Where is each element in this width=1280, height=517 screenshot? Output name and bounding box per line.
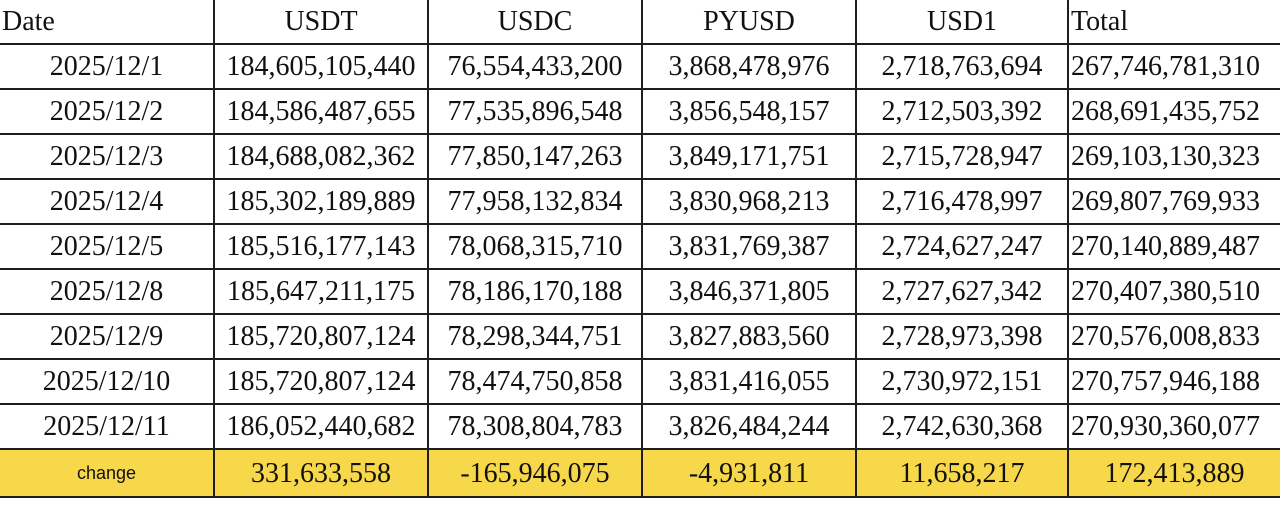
usdt-cell[interactable]: 185,720,807,124	[213, 313, 429, 360]
change-row: change 331,633,558 -165,946,075 -4,931,8…	[0, 448, 1280, 498]
date-cell[interactable]: 2025/12/8	[0, 268, 215, 315]
total-cell[interactable]: 270,930,360,077	[1067, 403, 1280, 450]
usd1-cell[interactable]: 2,718,763,694	[855, 43, 1069, 90]
date-cell[interactable]: 2025/12/4	[0, 178, 215, 225]
usd1-cell[interactable]: 2,728,973,398	[855, 313, 1069, 360]
usd1-cell[interactable]: 2,730,972,151	[855, 358, 1069, 405]
usdt-cell[interactable]: 184,586,487,655	[213, 88, 429, 135]
total-cell[interactable]: 269,807,769,933	[1067, 178, 1280, 225]
stablecoin-supply-table: Date USDT USDC PYUSD USD1 Total 2025/12/…	[0, 0, 1280, 498]
column-header-total[interactable]: Total	[1067, 0, 1280, 45]
table-row: 2025/12/5 185,516,177,143 78,068,315,710…	[0, 223, 1280, 270]
date-cell[interactable]: 2025/12/9	[0, 313, 215, 360]
table-row: 2025/12/4 185,302,189,889 77,958,132,834…	[0, 178, 1280, 225]
total-cell[interactable]: 270,576,008,833	[1067, 313, 1280, 360]
usdc-cell[interactable]: 78,298,344,751	[427, 313, 643, 360]
usd1-cell[interactable]: 2,712,503,392	[855, 88, 1069, 135]
table-row: 2025/12/1 184,605,105,440 76,554,433,200…	[0, 43, 1280, 90]
pyusd-cell[interactable]: 3,826,484,244	[641, 403, 857, 450]
usdt-change-cell[interactable]: 331,633,558	[213, 448, 429, 498]
table-row: 2025/12/3 184,688,082,362 77,850,147,263…	[0, 133, 1280, 180]
usdc-cell[interactable]: 77,958,132,834	[427, 178, 643, 225]
column-header-date[interactable]: Date	[0, 0, 215, 45]
date-cell[interactable]: 2025/12/11	[0, 403, 215, 450]
usdc-cell[interactable]: 76,554,433,200	[427, 43, 643, 90]
pyusd-cell[interactable]: 3,830,968,213	[641, 178, 857, 225]
usdc-cell[interactable]: 78,474,750,858	[427, 358, 643, 405]
header-row: Date USDT USDC PYUSD USD1 Total	[0, 0, 1280, 45]
usdc-cell[interactable]: 78,186,170,188	[427, 268, 643, 315]
pyusd-cell[interactable]: 3,846,371,805	[641, 268, 857, 315]
table-row: 2025/12/8 185,647,211,175 78,186,170,188…	[0, 268, 1280, 315]
usdt-cell[interactable]: 185,302,189,889	[213, 178, 429, 225]
date-cell[interactable]: 2025/12/1	[0, 43, 215, 90]
table-row: 2025/12/9 185,720,807,124 78,298,344,751…	[0, 313, 1280, 360]
usdc-cell[interactable]: 78,068,315,710	[427, 223, 643, 270]
change-label-cell[interactable]: change	[0, 448, 215, 498]
column-header-usd1[interactable]: USD1	[855, 0, 1069, 45]
pyusd-change-cell[interactable]: -4,931,811	[641, 448, 857, 498]
usd1-change-cell[interactable]: 11,658,217	[855, 448, 1069, 498]
usdt-cell[interactable]: 184,605,105,440	[213, 43, 429, 90]
date-cell[interactable]: 2025/12/2	[0, 88, 215, 135]
pyusd-cell[interactable]: 3,868,478,976	[641, 43, 857, 90]
table-row: 2025/12/2 184,586,487,655 77,535,896,548…	[0, 88, 1280, 135]
usdt-cell[interactable]: 185,647,211,175	[213, 268, 429, 315]
column-header-pyusd[interactable]: PYUSD	[641, 0, 857, 45]
usdc-cell[interactable]: 77,850,147,263	[427, 133, 643, 180]
pyusd-cell[interactable]: 3,856,548,157	[641, 88, 857, 135]
usd1-cell[interactable]: 2,727,627,342	[855, 268, 1069, 315]
total-cell[interactable]: 270,407,380,510	[1067, 268, 1280, 315]
usdt-cell[interactable]: 184,688,082,362	[213, 133, 429, 180]
usdt-cell[interactable]: 185,516,177,143	[213, 223, 429, 270]
usd1-cell[interactable]: 2,715,728,947	[855, 133, 1069, 180]
table-row: 2025/12/11 186,052,440,682 78,308,804,78…	[0, 403, 1280, 450]
usd1-cell[interactable]: 2,724,627,247	[855, 223, 1069, 270]
date-cell[interactable]: 2025/12/10	[0, 358, 215, 405]
total-cell[interactable]: 268,691,435,752	[1067, 88, 1280, 135]
pyusd-cell[interactable]: 3,831,769,387	[641, 223, 857, 270]
total-cell[interactable]: 267,746,781,310	[1067, 43, 1280, 90]
usdc-cell[interactable]: 77,535,896,548	[427, 88, 643, 135]
usd1-cell[interactable]: 2,742,630,368	[855, 403, 1069, 450]
date-cell[interactable]: 2025/12/5	[0, 223, 215, 270]
total-cell[interactable]: 269,103,130,323	[1067, 133, 1280, 180]
pyusd-cell[interactable]: 3,849,171,751	[641, 133, 857, 180]
total-change-cell[interactable]: 172,413,889	[1067, 448, 1280, 498]
total-cell[interactable]: 270,140,889,487	[1067, 223, 1280, 270]
pyusd-cell[interactable]: 3,827,883,560	[641, 313, 857, 360]
usdt-cell[interactable]: 186,052,440,682	[213, 403, 429, 450]
usd1-cell[interactable]: 2,716,478,997	[855, 178, 1069, 225]
column-header-usdc[interactable]: USDC	[427, 0, 643, 45]
usdc-change-cell[interactable]: -165,946,075	[427, 448, 643, 498]
usdt-cell[interactable]: 185,720,807,124	[213, 358, 429, 405]
date-cell[interactable]: 2025/12/3	[0, 133, 215, 180]
pyusd-cell[interactable]: 3,831,416,055	[641, 358, 857, 405]
total-cell[interactable]: 270,757,946,188	[1067, 358, 1280, 405]
table-row: 2025/12/10 185,720,807,124 78,474,750,85…	[0, 358, 1280, 405]
column-header-usdt[interactable]: USDT	[213, 0, 429, 45]
usdc-cell[interactable]: 78,308,804,783	[427, 403, 643, 450]
